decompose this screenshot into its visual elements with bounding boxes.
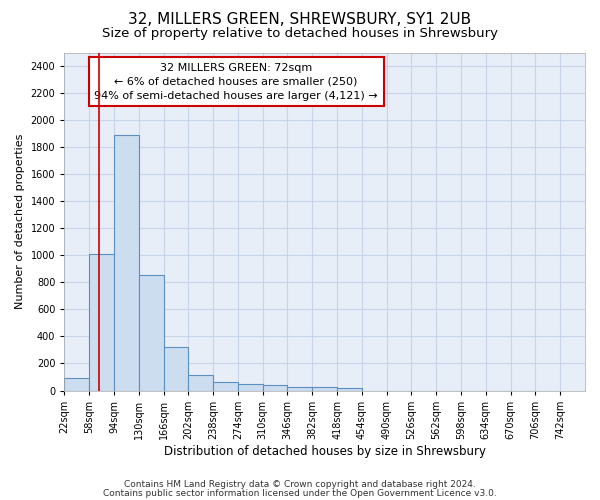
Bar xyxy=(164,348,188,391)
Bar xyxy=(263,385,287,390)
Bar xyxy=(89,254,114,390)
Text: 32, MILLERS GREEN, SHREWSBURY, SY1 2UB: 32, MILLERS GREEN, SHREWSBURY, SY1 2UB xyxy=(128,12,472,28)
Text: Contains HM Land Registry data © Crown copyright and database right 2024.: Contains HM Land Registry data © Crown c… xyxy=(124,480,476,489)
X-axis label: Distribution of detached houses by size in Shrewsbury: Distribution of detached houses by size … xyxy=(164,444,485,458)
Y-axis label: Number of detached properties: Number of detached properties xyxy=(15,134,25,309)
Bar xyxy=(114,135,139,390)
Text: Contains public sector information licensed under the Open Government Licence v3: Contains public sector information licen… xyxy=(103,488,497,498)
Bar xyxy=(312,387,337,390)
Text: 32 MILLERS GREEN: 72sqm
← 6% of detached houses are smaller (250)
94% of semi-de: 32 MILLERS GREEN: 72sqm ← 6% of detached… xyxy=(94,62,378,100)
Bar xyxy=(213,382,238,390)
Text: Size of property relative to detached houses in Shrewsbury: Size of property relative to detached ho… xyxy=(102,28,498,40)
Bar xyxy=(64,378,89,390)
Bar xyxy=(287,387,312,390)
Bar xyxy=(337,388,362,390)
Bar xyxy=(188,375,213,390)
Bar xyxy=(139,275,164,390)
Bar xyxy=(238,384,263,390)
